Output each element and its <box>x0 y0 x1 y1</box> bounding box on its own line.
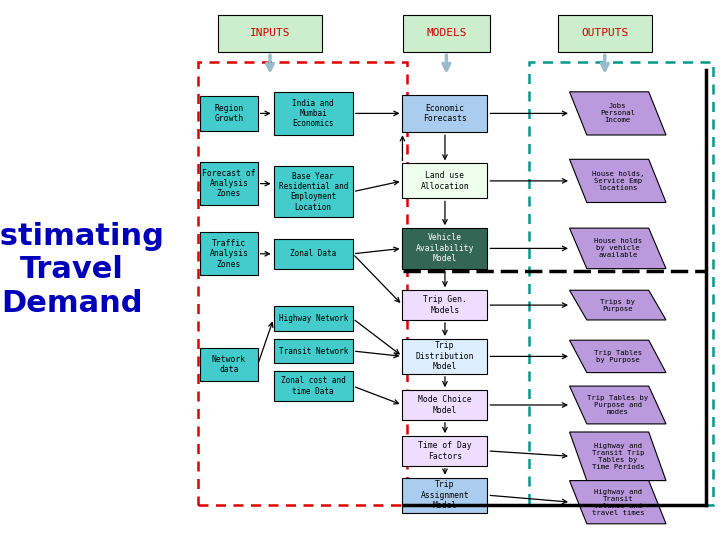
Polygon shape <box>570 386 666 424</box>
Text: MODELS: MODELS <box>426 29 467 38</box>
Text: Network
data: Network data <box>212 355 246 374</box>
Text: Trips by
Purpose: Trips by Purpose <box>600 299 635 312</box>
Bar <box>402 228 487 268</box>
Bar <box>274 307 353 330</box>
Text: Vehicle
Availability
Model: Vehicle Availability Model <box>415 233 474 264</box>
Bar <box>274 339 353 363</box>
Text: Jobs
Personal
Income: Jobs Personal Income <box>600 103 635 124</box>
Text: Trip Tables by
Purpose and
modes: Trip Tables by Purpose and modes <box>587 395 649 415</box>
Text: Mode Choice
Model: Mode Choice Model <box>418 395 472 415</box>
Text: Zonal Data: Zonal Data <box>290 249 336 258</box>
Text: Highway and
Transit
volumes and
travel times: Highway and Transit volumes and travel t… <box>592 489 644 516</box>
Bar <box>274 239 353 268</box>
Polygon shape <box>570 228 666 268</box>
Text: Land use
Allocation: Land use Allocation <box>420 171 469 191</box>
Text: Region
Growth: Region Growth <box>215 104 243 123</box>
Bar <box>558 15 652 52</box>
Bar <box>529 62 713 505</box>
Text: Transit Network: Transit Network <box>279 347 348 355</box>
Text: House holds
by vehicle
available: House holds by vehicle available <box>594 238 642 259</box>
Text: Forecast of
Analysis
Zones: Forecast of Analysis Zones <box>202 168 256 199</box>
Bar <box>402 94 487 132</box>
Text: Zonal cost and
time Data: Zonal cost and time Data <box>281 376 346 396</box>
Text: INPUTS: INPUTS <box>250 29 290 38</box>
Bar <box>198 62 407 505</box>
Text: OUTPUTS: OUTPUTS <box>581 29 629 38</box>
Text: Trip Gen.
Models: Trip Gen. Models <box>423 295 467 315</box>
Bar <box>402 436 487 465</box>
Text: Highway and
Transit Trip
Tables by
Time Periods: Highway and Transit Trip Tables by Time … <box>592 443 644 470</box>
Polygon shape <box>570 481 666 524</box>
Polygon shape <box>570 291 666 320</box>
Bar <box>402 163 487 198</box>
Text: Trip Tables
by Purpose: Trip Tables by Purpose <box>594 350 642 363</box>
Text: Time of Day
Factors: Time of Day Factors <box>418 441 472 461</box>
Text: Traffic
Analysis
Zones: Traffic Analysis Zones <box>210 239 248 269</box>
Text: Base Year
Residential and
Employment
Location: Base Year Residential and Employment Loc… <box>279 172 348 212</box>
Text: India and
Mumbai
Economics: India and Mumbai Economics <box>292 98 334 129</box>
Bar <box>402 477 487 513</box>
Bar <box>402 291 487 320</box>
Bar <box>274 92 353 135</box>
Bar <box>274 372 353 401</box>
Bar <box>402 390 487 420</box>
Bar <box>402 339 487 374</box>
Bar <box>403 15 490 52</box>
Polygon shape <box>570 432 666 481</box>
Bar <box>274 166 353 217</box>
Bar <box>217 15 323 52</box>
Text: Trip
Distribution
Model: Trip Distribution Model <box>415 341 474 372</box>
Text: Economic
Forecasts: Economic Forecasts <box>423 104 467 123</box>
Polygon shape <box>570 340 666 373</box>
Text: House holds,
Service Emp
locations: House holds, Service Emp locations <box>592 171 644 191</box>
Polygon shape <box>570 159 666 202</box>
Polygon shape <box>570 92 666 135</box>
Text: Trip
Assignment
Model: Trip Assignment Model <box>420 480 469 510</box>
Bar <box>200 96 258 131</box>
Text: Estimating
Travel
Demand: Estimating Travel Demand <box>0 222 164 318</box>
Bar <box>200 348 258 381</box>
Bar <box>200 232 258 275</box>
Bar <box>200 162 258 205</box>
Text: Highway Network: Highway Network <box>279 314 348 323</box>
